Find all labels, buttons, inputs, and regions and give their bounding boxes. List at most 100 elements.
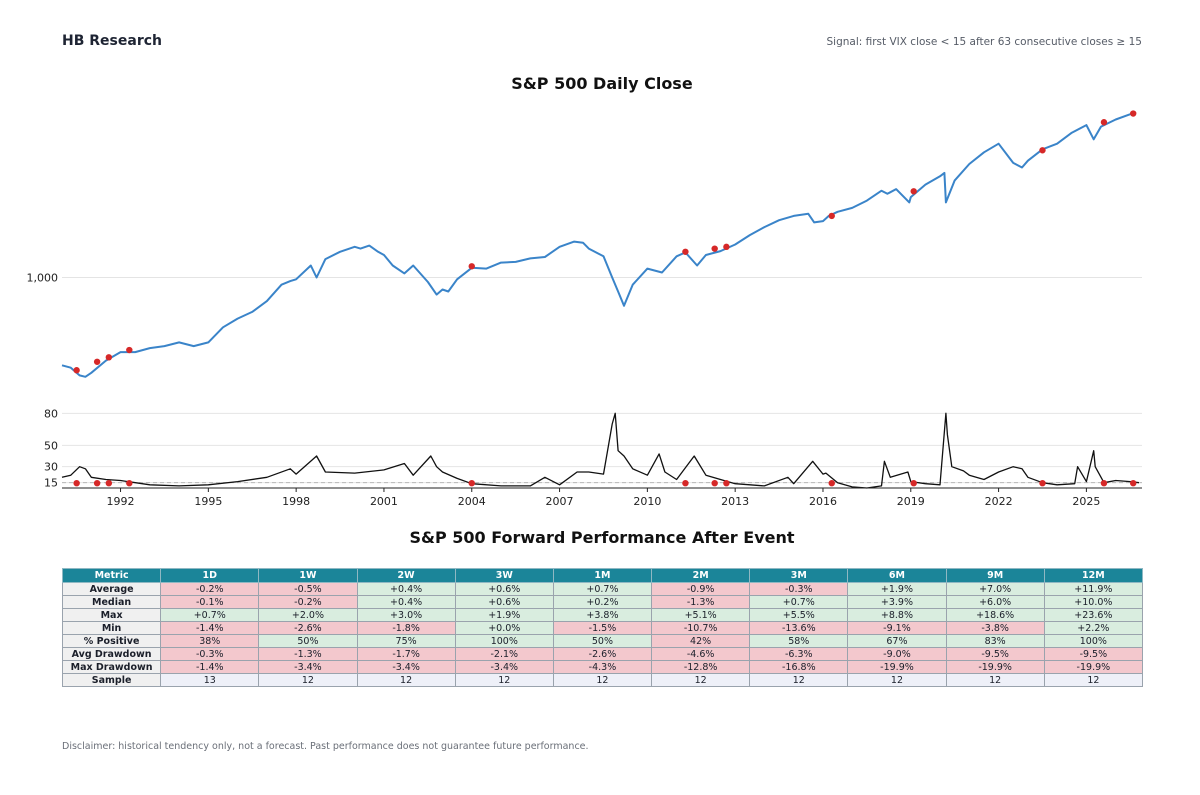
vix-event-marker (1100, 480, 1108, 487)
table-cell: +0.7% (552, 582, 653, 596)
table-cell: -0.3% (160, 647, 260, 661)
vix-event-marker (1039, 480, 1046, 487)
vix-chart-x-axis: 1992 1995 1998 2001 2004 2007 2010 2013 2016 2019… (62, 487, 1142, 508)
vix-x-tick-label: 2025 (1072, 495, 1100, 508)
sp500-price-line (61, 111, 1134, 378)
table-cell: 12 (552, 673, 653, 687)
table-cell: +3.8% (552, 608, 653, 622)
vix-chart: 15 30 50 80 1992 1995 1998 2001 2004 2007 2010 201… (44, 407, 1142, 508)
table-cell: -2.6% (258, 621, 358, 635)
price-chart-events (73, 110, 1137, 374)
table-cell: 12 (258, 673, 358, 687)
table-row: Median -0.1% -0.2% +0.4% +0.6% +0.2% -1.3% +0.7… (61, 595, 1144, 609)
vix-event-marker (126, 480, 133, 487)
table-title: S&P 500 Forward Performance After Event (409, 528, 795, 547)
table-cell: -0.5% (258, 582, 358, 596)
vix-x-tick-label: 2010 (633, 495, 661, 508)
table-cell: 12 (945, 673, 1045, 687)
price-chart: 1,000 (27, 110, 1142, 378)
price-chart-series (61, 111, 1134, 378)
table-cell: +0.6% (454, 595, 554, 609)
metric-label: Min (61, 621, 162, 635)
column-header-metric: Metric (61, 568, 162, 583)
column-header-1d: 1D (160, 568, 260, 583)
table-cell: 12 (651, 673, 751, 687)
price-event-marker (1130, 110, 1137, 117)
table-row: Sample 13 12 12 12 12 12 12 12 12 12 (61, 673, 1144, 687)
metric-label: % Positive (61, 634, 162, 648)
table-cell: 58% (749, 634, 849, 648)
vix-y-tick-label: 15 (44, 477, 58, 490)
vix-event-marker (723, 480, 730, 487)
table-cell: -6.3% (749, 647, 849, 661)
vix-x-tick-label: 2001 (370, 495, 398, 508)
table-cell: +18.6% (945, 608, 1045, 622)
vix-y-tick-label: 50 (44, 439, 58, 452)
price-event-marker (105, 354, 113, 361)
table-cell: 67% (847, 634, 947, 648)
forward-performance-table: Metric 1D 1W 2W 3W 1M 2M 3M 6M 9M 12M Average -0.2%… (61, 568, 1144, 687)
column-header-1m: 1M (552, 568, 653, 583)
table-cell: +0.7% (749, 595, 849, 609)
table-cell: +23.6% (1043, 608, 1144, 622)
price-chart-title: S&P 500 Daily Close (511, 74, 693, 93)
price-event-marker (723, 243, 730, 251)
table-cell: -1.3% (651, 595, 751, 609)
table-cell: +8.8% (847, 608, 947, 622)
price-event-marker (93, 358, 101, 365)
table-cell: +3.9% (847, 595, 947, 609)
table-body: Average -0.2% -0.5% +0.4% +0.6% +0.7% -0.9% -0.… (61, 582, 1144, 687)
table-cell: +10.0% (1043, 595, 1144, 609)
table-cell: 100% (454, 634, 554, 648)
table-cell: +1.9% (454, 608, 554, 622)
price-y-tick-label: 1,000 (27, 272, 59, 285)
table-cell: -3.4% (454, 660, 554, 674)
column-header-12m: 12M (1043, 568, 1144, 583)
table-cell: -13.6% (749, 621, 849, 635)
table-cell: 42% (651, 634, 751, 648)
vix-x-tick-label: 2007 (546, 495, 574, 508)
vix-chart-grid (62, 412, 1142, 484)
table-cell: -9.1% (847, 621, 947, 635)
table-cell: -9.5% (1043, 647, 1144, 661)
vix-x-tick-label: 2013 (721, 495, 749, 508)
table-row: Max Drawdown -1.4% -3.4% -3.4% -3.4% -4.3% -12… (61, 660, 1144, 674)
vix-event-marker (93, 480, 101, 487)
price-event-marker (828, 212, 835, 220)
brand-title: HB Research (62, 33, 162, 49)
table-cell: +3.0% (356, 608, 456, 622)
vix-event-marker (1130, 480, 1137, 487)
table-cell: 12 (749, 673, 849, 687)
table-cell: -19.9% (945, 660, 1045, 674)
vix-event-marker (828, 480, 835, 487)
table-cell: +11.9% (1043, 582, 1144, 596)
table-cell: 13 (160, 673, 260, 687)
table-cell: -2.6% (552, 647, 653, 661)
price-event-marker (73, 367, 80, 374)
vix-event-marker (105, 480, 113, 487)
vix-event-marker (711, 480, 718, 487)
vix-x-tick-label: 2004 (458, 495, 486, 508)
table-cell: -3.4% (258, 660, 358, 674)
vix-event-marker (910, 480, 917, 487)
table-cell: -1.4% (160, 621, 260, 635)
price-event-marker (910, 188, 917, 195)
table-cell: 83% (945, 634, 1045, 648)
table-cell: -0.2% (258, 595, 358, 609)
column-header-6m: 6M (847, 568, 947, 583)
table-cell: +0.2% (552, 595, 653, 609)
table-cell: +2.2% (1043, 621, 1144, 635)
table-cell: -0.9% (651, 582, 751, 596)
table-row: Max +0.7% +2.0% +3.0% +1.9% +3.8% +5.1% +5.5% +8… (61, 608, 1144, 622)
vix-x-tick-label: 2022 (985, 495, 1013, 508)
table-cell: -3.4% (356, 660, 456, 674)
table-cell: -9.5% (945, 647, 1045, 661)
table-cell: +5.1% (651, 608, 751, 622)
vix-event-marker (468, 480, 475, 487)
table-cell: +0.7% (160, 608, 260, 622)
table-cell: -0.1% (160, 595, 260, 609)
price-event-marker (1039, 147, 1046, 154)
vix-y-tick-label: 80 (44, 407, 58, 420)
vix-x-tick-label: 2016 (809, 495, 837, 508)
column-header-9m: 9M (945, 568, 1045, 583)
